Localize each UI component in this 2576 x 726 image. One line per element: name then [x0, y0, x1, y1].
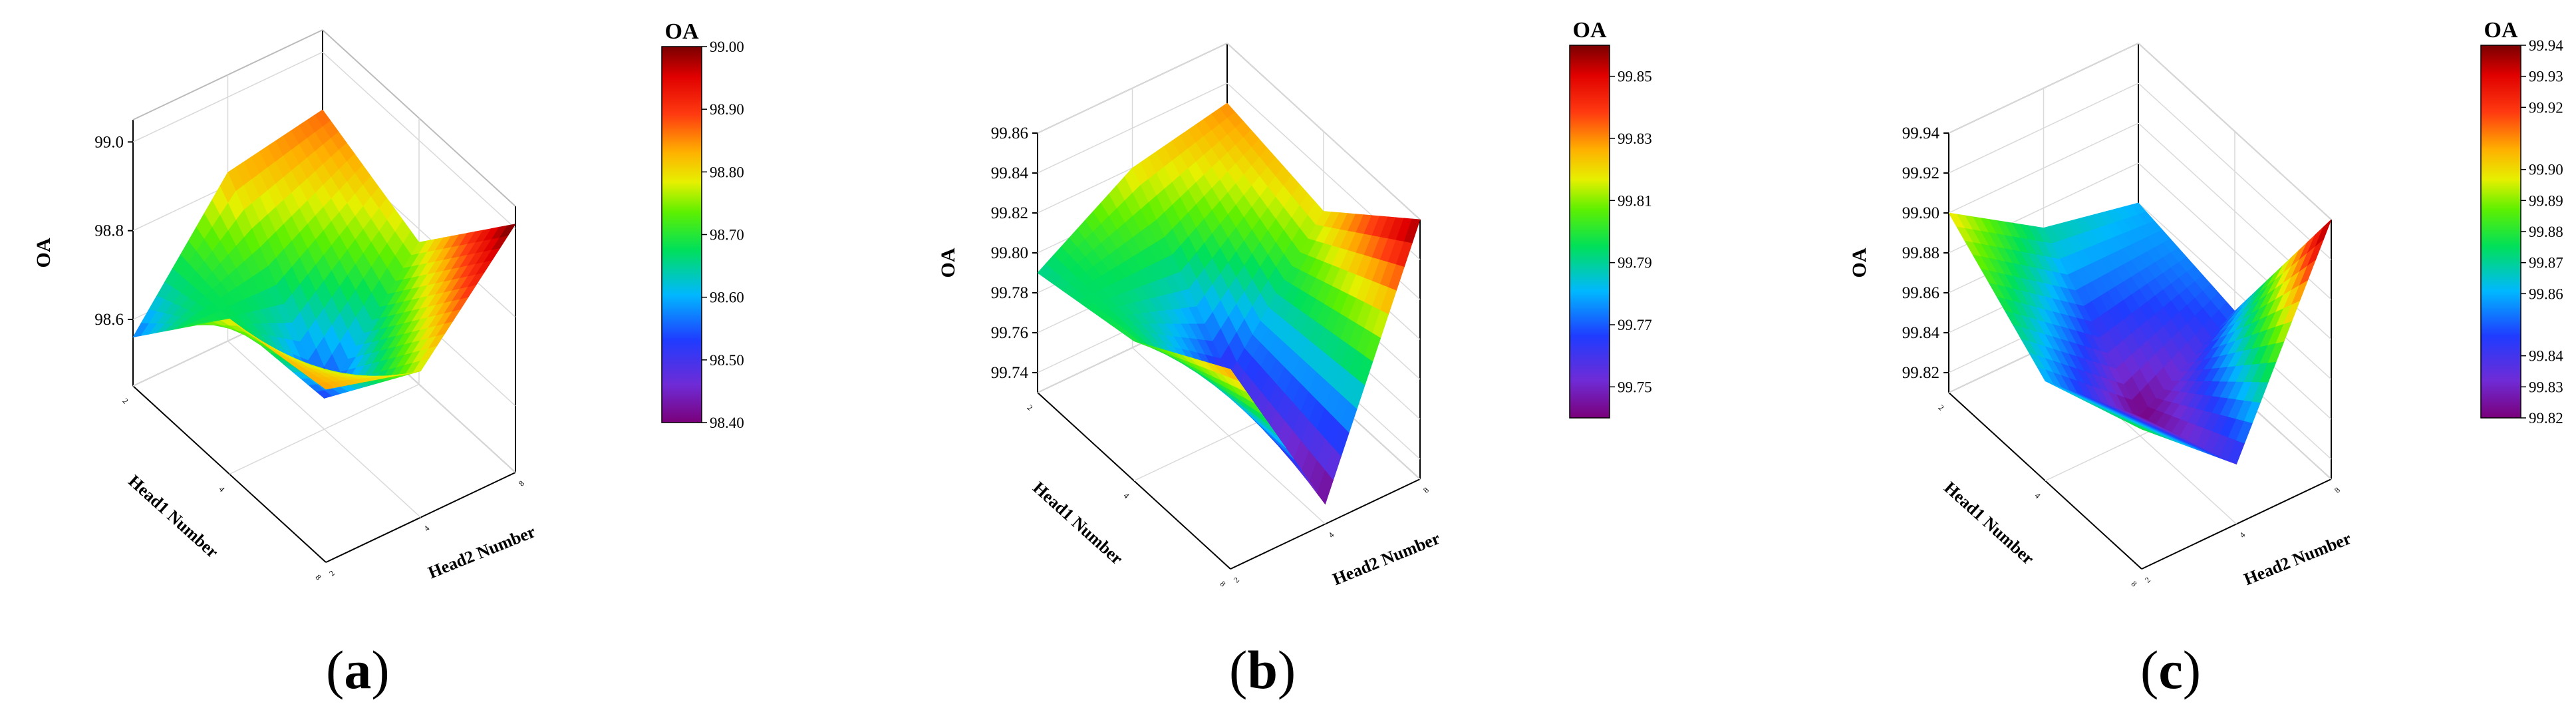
colorbar-c: OA 99.94 99.93 99.92 99.90 99.89 99.88 99.87 99.…	[2480, 18, 2563, 427]
y-tick-label: 4	[422, 524, 431, 533]
x-tick-label: 4	[1122, 491, 1131, 500]
colorbar-tick-label: 99.79	[1618, 255, 1652, 272]
z-tick-label: 99.90	[1902, 204, 1939, 222]
z-tick-label: 99.94	[1902, 124, 1940, 142]
colorbar-gradient	[661, 46, 702, 423]
x-axis-b: 2 4 8 Head1 Number	[1026, 403, 1228, 588]
y-tick-label: 2	[1232, 575, 1241, 584]
z-tick-label: 99.78	[991, 284, 1028, 302]
colorbar-tick-label: 99.84	[2529, 348, 2563, 365]
x-axis-label: Head1 Number	[124, 471, 222, 562]
panel-label-c: (c)	[2140, 639, 2202, 700]
z-tick-label: 99.84	[1902, 324, 1940, 342]
x-tick-label: 2	[121, 396, 130, 405]
colorbar-title: OA	[665, 19, 699, 44]
panel-label-b: (b)	[1229, 639, 1296, 700]
surface-facet	[317, 382, 335, 390]
colorbar-tick-label: 98.70	[710, 227, 744, 244]
colorbar-gradient	[2480, 45, 2521, 419]
colorbar-a: OA 99.00 98.90 98.80 98.70 98.60 98.50 98.40	[661, 19, 744, 431]
colorbar-tick-label: 99.94	[2529, 37, 2563, 54]
z-axis-b: 99.74 99.76 99.78 99.80 99.82 99.84 99.86 OA	[937, 124, 1038, 382]
colorbar-title: OA	[1573, 18, 1607, 43]
panel-b: 99.74 99.76 99.78 99.80 99.82 99.84 99.86 OA 2 4 8…	[937, 18, 1652, 589]
y-axis-label: Head2 Number	[2241, 528, 2355, 589]
colorbar-tick-label: 99.82	[2529, 410, 2563, 427]
z-axis-c: 99.82 99.84 99.86 99.88 99.90 99.92 99.94 OA	[1848, 124, 1949, 382]
z-tick-label: 99.86	[991, 124, 1028, 142]
z-tick-label: 99.80	[991, 244, 1028, 262]
x-tick-label: 2	[1937, 403, 1946, 412]
y-tick-label: 8	[1421, 485, 1431, 494]
colorbar-tick-label: 99.85	[1618, 69, 1652, 85]
panel-label-a: (a)	[326, 639, 390, 700]
colorbar-tick-label: 99.88	[2529, 224, 2563, 240]
y-axis-a: 2 4 8 Head2 Number	[327, 478, 538, 582]
colorbar-tick-label: 99.90	[2529, 162, 2563, 178]
colorbar-tick-label: 99.83	[1618, 130, 1652, 147]
z-tick-label: 99.84	[991, 164, 1029, 182]
z-axis-label: OA	[33, 238, 55, 268]
surface-facet	[2133, 425, 2150, 433]
surface-c	[1948, 202, 2332, 465]
z-tick-label: 99.0	[94, 133, 124, 151]
y-tick-label: 4	[2237, 530, 2247, 540]
x-axis-label: Head1 Number	[1940, 478, 2038, 568]
colorbar-tick-label: 99.83	[2529, 379, 2563, 395]
z-axis-a: 98.6 98.8 99.0 OA	[33, 133, 133, 329]
colorbar-tick-label: 98.90	[710, 101, 744, 118]
x-tick-label: 4	[217, 484, 227, 494]
surface-b	[1037, 102, 1421, 505]
x-tick-label: 8	[1218, 579, 1228, 588]
z-tick-label: 99.82	[991, 204, 1028, 222]
x-tick-label: 8	[2130, 579, 2139, 588]
x-axis-c: 2 4 8 Head1 Number	[1937, 403, 2139, 588]
colorbar-tick-label: 98.50	[710, 352, 744, 369]
x-axis-a: 2 4 8 Head1 Number	[121, 396, 323, 582]
y-tick-label: 4	[1326, 530, 1336, 540]
y-tick-label: 2	[327, 568, 337, 578]
y-tick-label: 2	[2143, 575, 2152, 584]
panel-c: 99.82 99.84 99.86 99.88 99.90 99.92 99.94 OA 2 4 8…	[1848, 18, 2563, 589]
z-tick-label: 98.6	[94, 311, 124, 329]
y-axis-label: Head2 Number	[426, 522, 539, 582]
z-tick-label: 99.92	[1902, 164, 1939, 182]
z-tick-label: 99.76	[991, 324, 1028, 342]
colorbar-tick-label: 98.60	[710, 289, 744, 306]
y-tick-label: 8	[517, 478, 526, 488]
colorbar-b: OA 99.85 99.83 99.81 99.79 99.77 99.75	[1569, 18, 1652, 419]
z-axis-label: OA	[1848, 248, 1870, 277]
colorbar-tick-label: 99.92	[2529, 99, 2563, 116]
z-axis-label: OA	[937, 248, 959, 277]
colorbar-tick-label: 98.40	[710, 415, 744, 431]
surface-facet	[1221, 366, 1239, 381]
y-axis-b: 2 4 8 Head2 Number	[1232, 485, 1443, 589]
z-tick-label: 99.86	[1902, 284, 1939, 302]
colorbar-tick-label: 99.93	[2529, 69, 2563, 85]
colorbar-tick-label: 99.86	[2529, 285, 2563, 302]
colorbar-tick-label: 99.75	[1618, 379, 1652, 395]
colorbar-title: OA	[2484, 18, 2518, 43]
x-tick-label: 8	[314, 572, 323, 582]
colorbar-tick-label: 99.89	[2529, 192, 2563, 209]
colorbar-tick-label: 99.00	[710, 39, 744, 55]
x-tick-label: 4	[2033, 491, 2043, 500]
x-axis-label: Head1 Number	[1029, 478, 1127, 568]
colorbar-gradient	[1569, 45, 1610, 419]
y-axis-c: 2 4 8 Head2 Number	[2143, 485, 2354, 589]
surface-a	[132, 109, 516, 399]
y-axis-label: Head2 Number	[1330, 528, 1443, 589]
z-tick-label: 99.82	[1902, 364, 1939, 382]
colorbar-tick-label: 99.77	[1618, 317, 1652, 333]
z-tick-label: 99.88	[1902, 244, 1939, 262]
colorbar-tick-label: 98.80	[710, 164, 744, 180]
colorbar-tick-label: 99.81	[1618, 192, 1652, 209]
y-tick-label: 8	[2333, 485, 2342, 494]
colorbar-tick-label: 99.87	[2529, 255, 2563, 272]
x-tick-label: 2	[1026, 403, 1035, 412]
panel-a: 98.6 98.8 99.0 OA 2 4 8 Head1 Number 2 4 8 Head2 Nu…	[33, 19, 744, 582]
z-tick-label: 99.74	[991, 364, 1029, 382]
z-tick-label: 98.8	[94, 222, 124, 240]
